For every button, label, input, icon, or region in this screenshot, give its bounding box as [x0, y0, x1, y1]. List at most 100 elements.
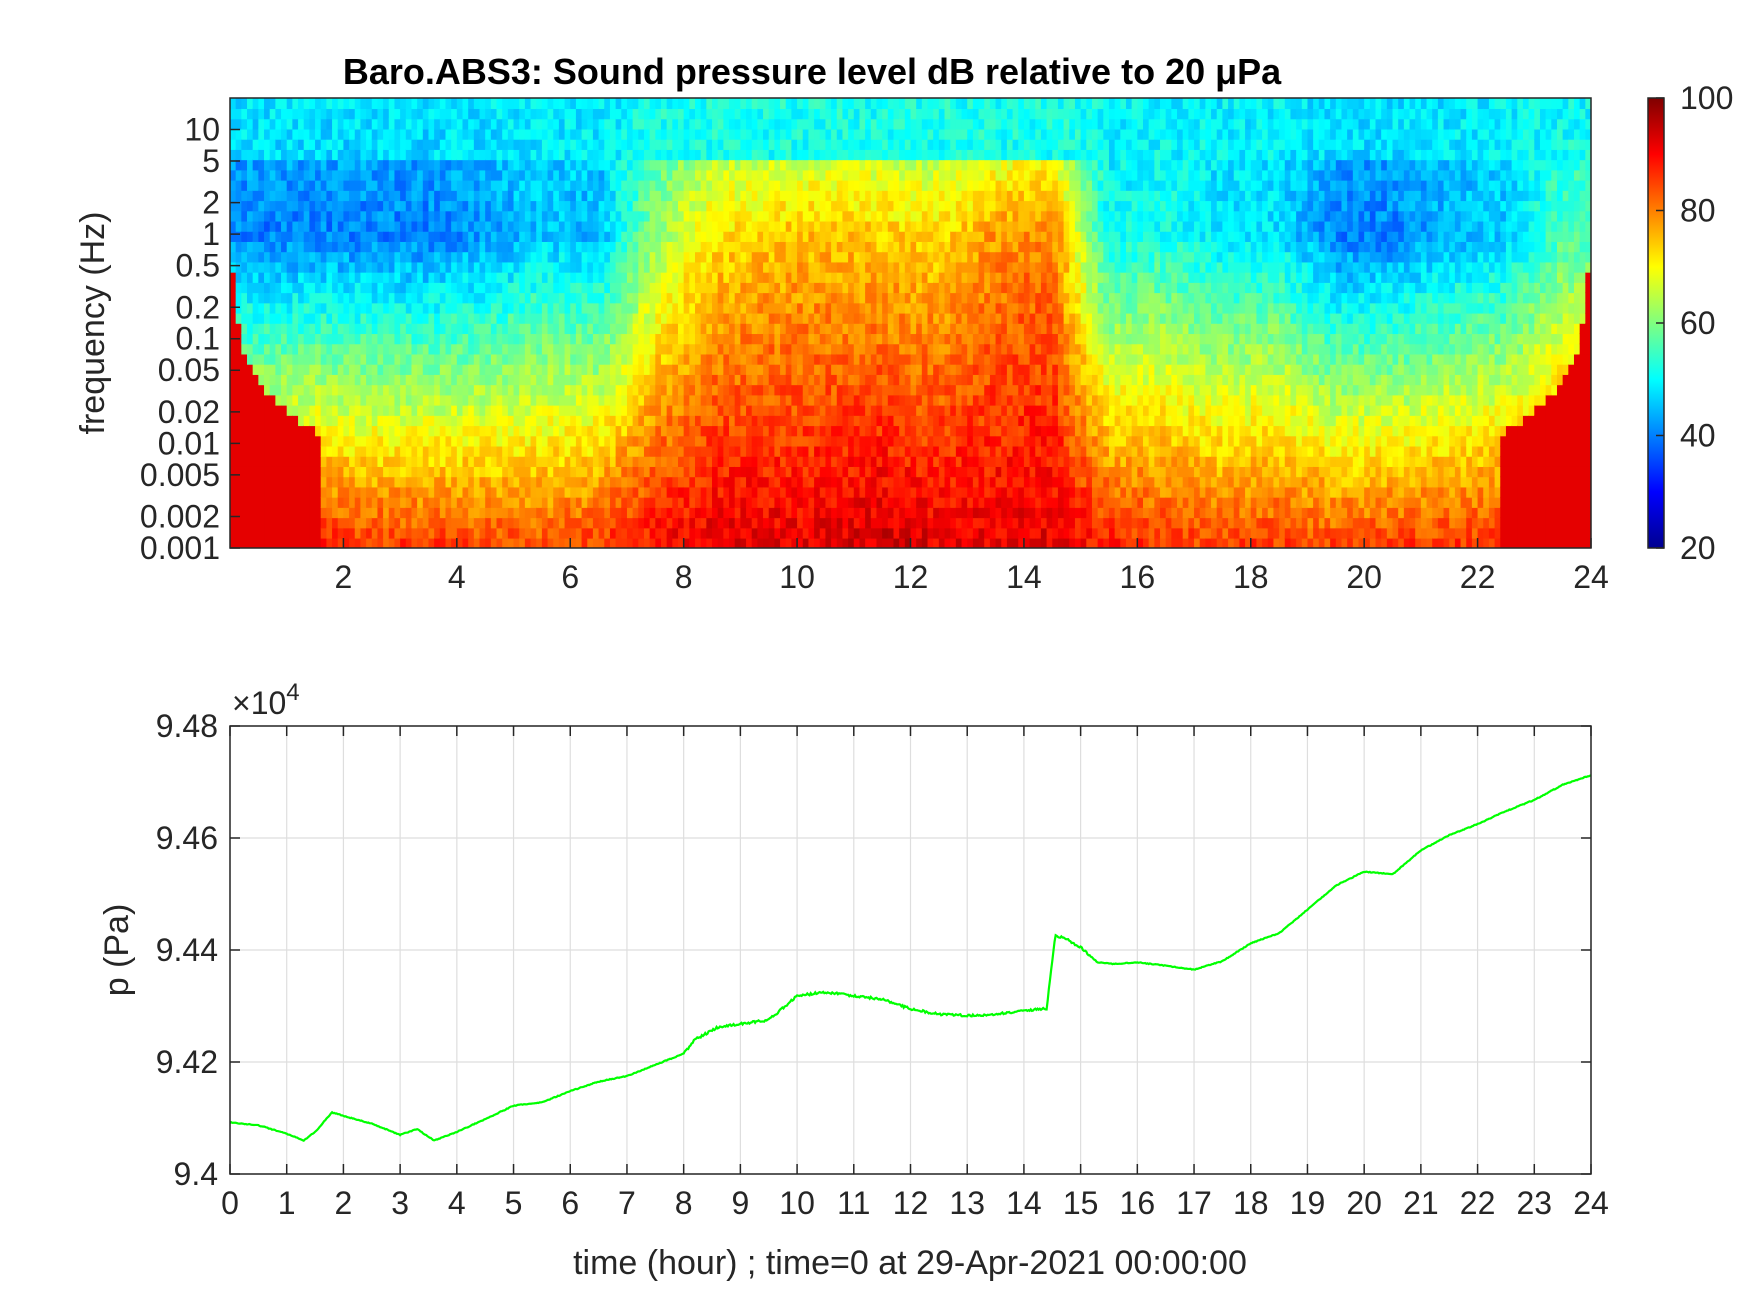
- spectrogram-cell: [377, 271, 384, 283]
- spectrogram-cell: [689, 507, 696, 519]
- spectrogram-cell: [536, 118, 543, 130]
- spectrogram-cell: [315, 527, 322, 539]
- spectrogram-cell: [349, 394, 356, 406]
- spectrogram-cell: [814, 333, 821, 345]
- spectrogram-cell: [536, 374, 543, 386]
- spectrogram-cell: [825, 190, 832, 202]
- spectrogram-cell: [558, 384, 566, 396]
- spectrogram-cell: [343, 179, 350, 191]
- spectrogram-cell: [547, 282, 555, 294]
- spectrogram-cell: [400, 374, 407, 386]
- spectrogram-cell: [326, 374, 333, 386]
- spectrogram-cell: [275, 138, 282, 150]
- spectrogram-cell: [853, 149, 861, 161]
- spectrogram-cell: [241, 384, 248, 396]
- spectrogram-cell: [479, 169, 486, 181]
- spectrogram-cell: [575, 496, 583, 508]
- spectrogram-cell: [547, 312, 555, 324]
- spectrogram-cell: [456, 108, 464, 120]
- spectrogram-cell: [309, 333, 316, 345]
- spectrogram-cell: [269, 292, 277, 304]
- spectrogram-cell: [547, 455, 555, 467]
- spectrogram-cell: [298, 98, 305, 110]
- spectrogram-cell: [411, 241, 418, 253]
- spectrogram-cell: [247, 312, 254, 324]
- spectrogram-cell: [689, 159, 696, 171]
- spectrogram-cell: [502, 190, 509, 202]
- spectrogram-cell: [836, 363, 844, 375]
- spectrogram-cell: [564, 435, 572, 447]
- spectrogram-cell: [502, 455, 509, 467]
- spectrogram-cell: [479, 374, 486, 386]
- spectrogram-cell: [819, 496, 827, 508]
- spectrogram-cell: [360, 363, 367, 375]
- spectrogram-cell: [524, 149, 532, 161]
- spectrogram-cell: [836, 455, 844, 467]
- spectrogram-cell: [451, 179, 458, 191]
- spectrogram-cell: [235, 394, 243, 406]
- spectrogram-cell: [292, 261, 299, 273]
- spectrogram-cell: [422, 537, 430, 548]
- spectrogram-cell: [632, 353, 640, 365]
- spectrogram-cell: [315, 404, 322, 416]
- spectrogram-cell: [241, 210, 248, 222]
- spectrogram-cell: [354, 138, 362, 150]
- spectrogram-cell: [439, 496, 447, 508]
- spectrogram-cell: [485, 445, 492, 457]
- spectrogram-cell: [496, 98, 503, 110]
- spectrogram-cell: [598, 169, 606, 181]
- spectrogram-cell: [723, 466, 730, 478]
- spectrogram-cell: [519, 292, 526, 304]
- spectrogram-cell: [683, 394, 691, 406]
- spectrogram-cell: [678, 507, 685, 519]
- spectrogram-cell: [241, 455, 248, 467]
- spectrogram-cell: [581, 455, 589, 467]
- spectrogram-cell: [717, 138, 725, 150]
- spectrogram-cell: [298, 363, 305, 375]
- spectrogram-cell: [785, 374, 793, 386]
- spectrogram-cell: [768, 353, 776, 365]
- spectrogram-cell: [859, 425, 866, 437]
- spectrogram-cell: [411, 537, 418, 548]
- spectrogram-cell: [354, 128, 362, 140]
- spectrogram-cell: [439, 312, 447, 324]
- spectrogram-cell: [230, 507, 237, 519]
- spectrogram-cell: [643, 435, 651, 447]
- spectrogram-cell: [309, 425, 316, 437]
- spectrogram-cell: [411, 251, 418, 263]
- spectrogram-cell: [570, 118, 577, 130]
- spectrogram-cell: [315, 169, 322, 181]
- spectrogram-cell: [859, 517, 866, 529]
- spectrogram-cell: [230, 138, 237, 150]
- spectrogram-cell: [853, 496, 861, 508]
- spectrogram-cell: [712, 292, 719, 304]
- spectrogram-cell: [496, 200, 503, 212]
- spectrogram-cell: [615, 353, 623, 365]
- spectrogram-cell: [808, 537, 815, 548]
- spectrogram-cell: [530, 292, 538, 304]
- spectrogram-cell: [349, 169, 356, 181]
- spectrogram-cell: [842, 353, 849, 365]
- spectrogram-cell: [507, 507, 515, 519]
- spectrogram-cell: [865, 138, 872, 150]
- spectrogram-cell: [479, 507, 486, 519]
- spectrogram-cell: [604, 98, 611, 110]
- spectrogram-cell: [451, 455, 458, 467]
- spectrogram-cell: [286, 343, 294, 355]
- spectrogram-cell: [626, 230, 634, 242]
- spectrogram-cell: [638, 149, 645, 161]
- spectrogram-cell: [247, 190, 254, 202]
- spectrogram-cell: [462, 169, 469, 181]
- spectrogram-cell: [326, 537, 333, 548]
- spectrogram-cell: [428, 343, 435, 355]
- spectrogram-cell: [485, 241, 492, 253]
- spectrogram-cell: [230, 445, 237, 457]
- spectrogram-cell: [553, 251, 560, 263]
- spectrogram-cell: [309, 138, 316, 150]
- spectrogram-cell: [315, 108, 322, 120]
- spectrogram-cell: [264, 98, 271, 110]
- spectrogram-cell: [445, 404, 452, 416]
- spectrogram-cell: [609, 353, 617, 365]
- spectrogram-cell: [768, 108, 776, 120]
- spectrogram-cell: [286, 261, 294, 273]
